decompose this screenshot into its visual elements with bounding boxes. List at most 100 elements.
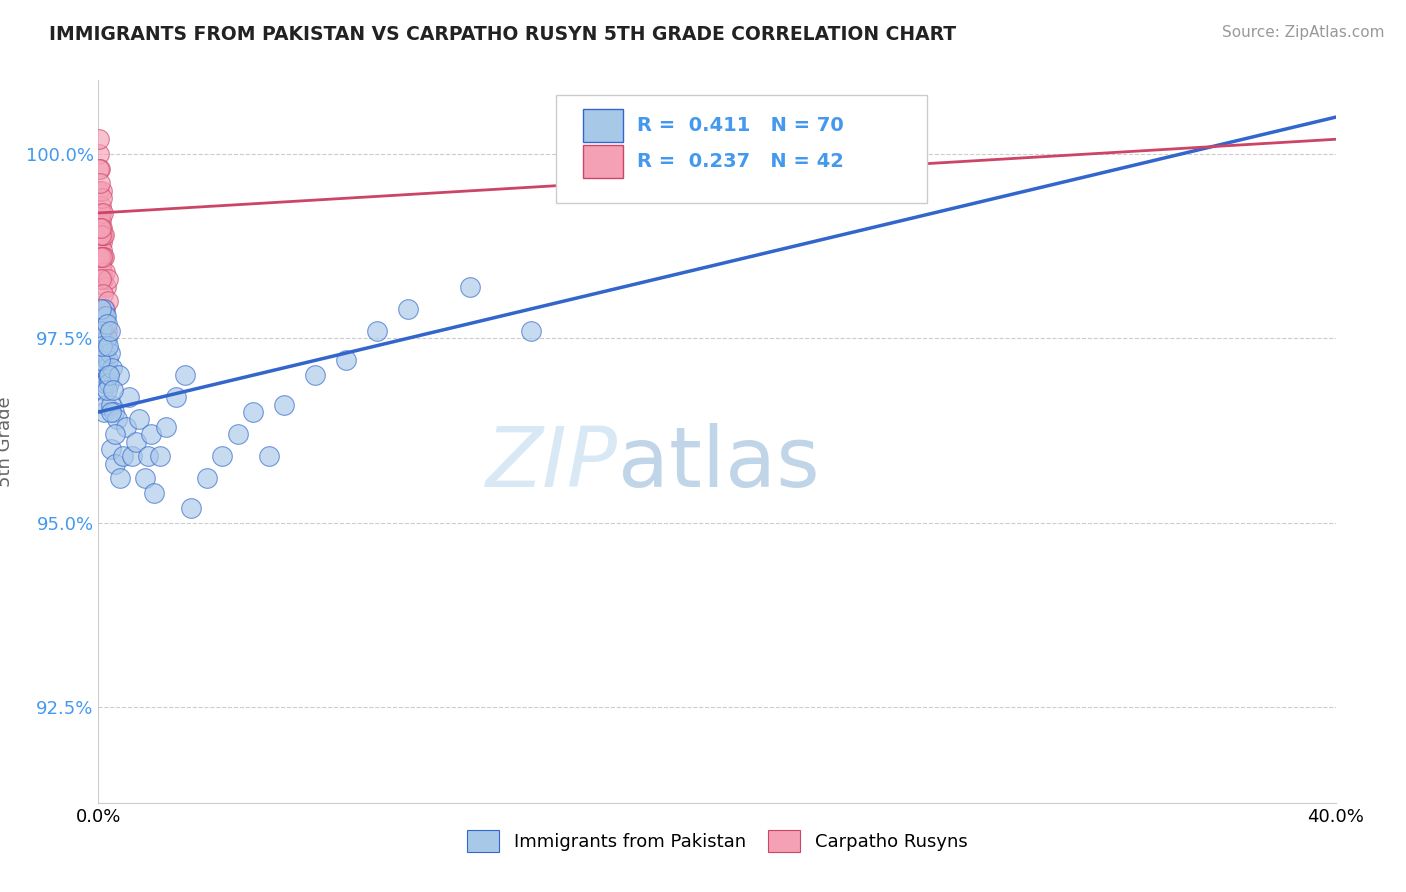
Point [93, 228, 115, 243]
Point [87, 161, 110, 176]
Point [90, 272, 112, 286]
Point [91, 272, 114, 286]
Point [93, 317, 115, 331]
Point [91, 191, 114, 205]
Point [90, 339, 112, 353]
Point [112, 450, 135, 464]
Point [136, 450, 159, 464]
Point [104, 457, 127, 471]
Point [89, 206, 111, 220]
Point [90, 213, 112, 227]
Point [273, 398, 295, 412]
Point [97, 339, 120, 353]
Point [103, 405, 125, 419]
Point [91, 368, 114, 383]
Point [94, 301, 117, 316]
Point [115, 419, 138, 434]
Point [90, 250, 112, 264]
Point [96, 279, 118, 293]
Point [93, 250, 115, 264]
Legend: Immigrants from Pakistan, Carpatho Rusyns: Immigrants from Pakistan, Carpatho Rusyn… [460, 822, 974, 859]
Point [118, 390, 141, 404]
Point [128, 412, 150, 426]
Point [90, 220, 112, 235]
Point [93, 301, 115, 316]
Point [226, 427, 249, 442]
Point [91, 243, 114, 257]
Point [94, 360, 117, 375]
Point [366, 324, 388, 338]
Point [101, 360, 124, 375]
Text: IMMIGRANTS FROM PAKISTAN VS CARPATHO RUSYN 5TH GRADE CORRELATION CHART: IMMIGRANTS FROM PAKISTAN VS CARPATHO RUS… [49, 25, 956, 44]
Point [91, 346, 114, 360]
Point [107, 368, 129, 383]
Point [155, 419, 177, 434]
Point [91, 324, 114, 338]
Point [90, 220, 112, 235]
Point [396, 301, 419, 316]
Point [103, 427, 125, 442]
Point [458, 279, 481, 293]
Point [89, 250, 111, 264]
Point [89, 353, 111, 368]
Text: R =  0.411   N = 70: R = 0.411 N = 70 [637, 116, 844, 136]
Point [100, 405, 122, 419]
Point [100, 442, 122, 456]
Point [304, 368, 326, 383]
Point [91, 228, 114, 243]
Point [98, 324, 121, 338]
Point [89, 161, 111, 176]
Point [257, 450, 280, 464]
Point [90, 228, 112, 243]
Point [87, 184, 110, 198]
Point [90, 324, 112, 338]
Point [89, 235, 111, 250]
Point [174, 368, 197, 383]
Point [91, 228, 114, 243]
Point [91, 272, 114, 286]
Point [124, 434, 146, 449]
Point [96, 339, 118, 353]
Point [165, 390, 187, 404]
Point [93, 353, 115, 368]
Text: atlas: atlas [619, 423, 820, 504]
Point [89, 147, 111, 161]
Point [195, 471, 218, 485]
Point [103, 383, 125, 397]
Point [211, 450, 233, 464]
Point [98, 346, 121, 360]
Point [90, 228, 112, 243]
Point [89, 132, 111, 146]
Point [96, 317, 118, 331]
Point [143, 486, 166, 500]
Point [97, 368, 120, 383]
Point [93, 360, 115, 375]
Text: R =  0.237   N = 42: R = 0.237 N = 42 [637, 153, 844, 171]
Point [96, 331, 118, 345]
Point [90, 184, 112, 198]
Point [96, 309, 118, 323]
Point [149, 450, 172, 464]
Point [97, 272, 120, 286]
Point [97, 353, 120, 368]
Point [139, 427, 162, 442]
Text: ZIP: ZIP [486, 423, 619, 504]
Y-axis label: 5th Grade: 5th Grade [0, 396, 14, 487]
Point [94, 376, 117, 390]
Point [90, 258, 112, 272]
Point [90, 250, 112, 264]
Point [180, 500, 202, 515]
Point [242, 405, 264, 419]
Point [90, 206, 112, 220]
Point [93, 346, 115, 360]
Point [93, 265, 115, 279]
Point [100, 398, 122, 412]
Point [90, 309, 112, 323]
Point [96, 383, 118, 397]
Point [91, 250, 114, 264]
Point [90, 199, 112, 213]
Point [93, 405, 115, 419]
Point [108, 471, 131, 485]
Point [90, 331, 112, 345]
Point [520, 324, 543, 338]
